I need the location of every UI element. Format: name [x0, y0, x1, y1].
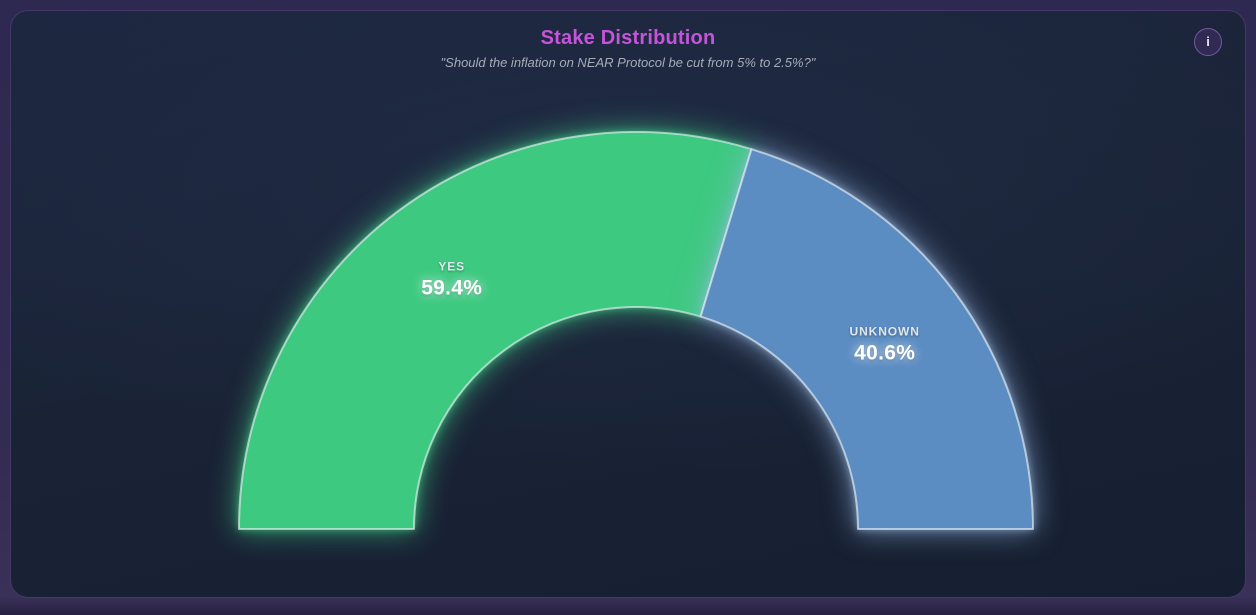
- gauge-segment-unknown[interactable]: [699, 148, 1034, 530]
- page-title: Stake Distribution: [540, 27, 716, 49]
- stake-distribution-card: Stake Distribution "Should the inflation…: [10, 10, 1246, 598]
- info-button[interactable]: i: [1194, 28, 1222, 56]
- chart-header: Stake Distribution "Should the inflation…: [11, 11, 1245, 70]
- chart-subtitle: "Should the inflation on NEAR Protocol b…: [440, 55, 816, 70]
- info-icon: i: [1206, 34, 1210, 49]
- gauge-chart: [238, 131, 1034, 530]
- gauge-segment-yes[interactable]: [238, 131, 753, 530]
